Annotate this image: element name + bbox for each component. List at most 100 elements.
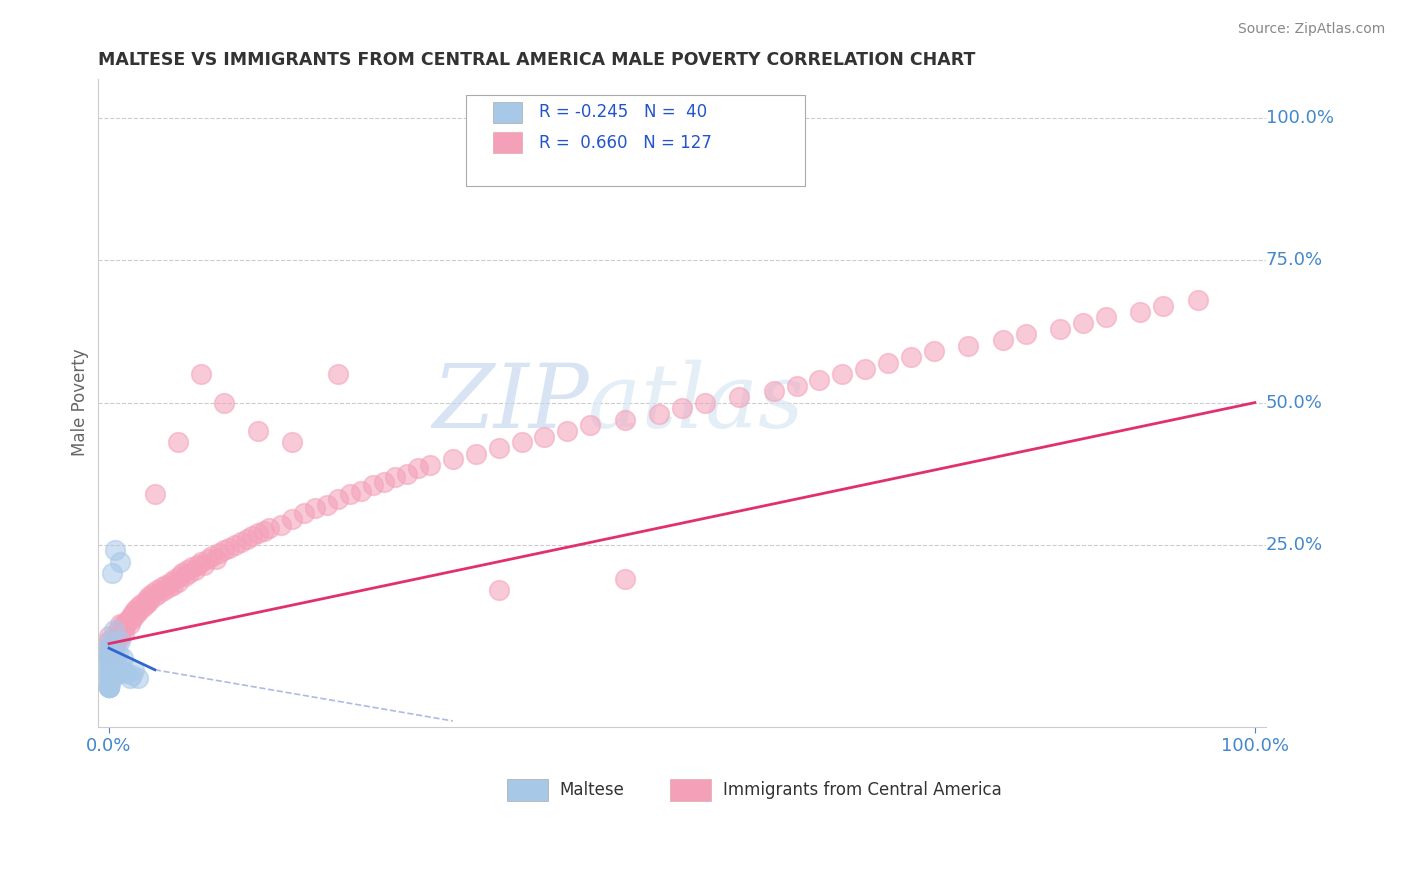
Text: MALTESE VS IMMIGRANTS FROM CENTRAL AMERICA MALE POVERTY CORRELATION CHART: MALTESE VS IMMIGRANTS FROM CENTRAL AMERI…: [97, 51, 974, 69]
FancyBboxPatch shape: [671, 779, 711, 801]
Point: [146, 583, 169, 598]
Point: [143, 589, 166, 603]
Point: [101, 640, 124, 654]
Text: 50.0%: 50.0%: [1265, 393, 1323, 411]
Point: [112, 625, 135, 640]
Point: [104, 629, 127, 643]
Point: [100, 646, 122, 660]
Point: [127, 671, 149, 685]
Point: [111, 623, 134, 637]
Point: [1129, 304, 1152, 318]
Point: [361, 478, 384, 492]
Point: [153, 583, 176, 598]
Point: [98, 654, 121, 668]
Point: [142, 586, 165, 600]
Point: [281, 512, 304, 526]
Point: [110, 555, 132, 569]
Point: [229, 535, 252, 549]
Point: [922, 344, 945, 359]
Point: [224, 538, 246, 552]
Point: [533, 430, 555, 444]
Point: [103, 668, 125, 682]
Point: [373, 475, 395, 490]
Point: [104, 651, 127, 665]
Point: [98, 640, 121, 654]
Point: [143, 486, 166, 500]
Text: R = -0.245   N =  40: R = -0.245 N = 40: [540, 103, 707, 121]
Point: [1015, 327, 1038, 342]
Point: [180, 560, 202, 574]
Point: [150, 580, 173, 594]
Text: 75.0%: 75.0%: [1265, 252, 1323, 269]
Point: [132, 600, 155, 615]
Point: [1187, 293, 1209, 308]
Point: [1152, 299, 1174, 313]
Point: [129, 598, 152, 612]
Point: [98, 634, 121, 648]
Point: [138, 589, 160, 603]
Point: [162, 577, 184, 591]
Point: [98, 671, 121, 685]
Point: [118, 671, 141, 685]
Point: [384, 469, 406, 483]
Point: [212, 543, 235, 558]
Point: [176, 563, 198, 577]
Point: [98, 674, 121, 689]
Text: atlas: atlas: [589, 359, 804, 446]
Point: [240, 529, 263, 543]
Point: [831, 367, 853, 381]
Point: [114, 620, 136, 634]
Point: [246, 526, 269, 541]
Point: [488, 583, 510, 598]
Point: [253, 524, 276, 538]
Point: [105, 657, 128, 672]
Point: [166, 574, 188, 589]
Point: [173, 569, 195, 583]
Point: [648, 407, 671, 421]
Point: [160, 574, 183, 589]
Point: [135, 591, 157, 606]
Point: [120, 608, 142, 623]
Point: [693, 395, 716, 409]
Point: [105, 629, 128, 643]
Point: [101, 671, 124, 685]
Point: [246, 424, 269, 438]
Point: [259, 521, 281, 535]
Point: [1095, 310, 1118, 325]
Point: [991, 333, 1014, 347]
Point: [1071, 316, 1094, 330]
Point: [579, 418, 602, 433]
Point: [108, 632, 131, 646]
Point: [98, 643, 121, 657]
Point: [187, 558, 209, 572]
Point: [111, 617, 134, 632]
Point: [204, 552, 226, 566]
Point: [315, 498, 337, 512]
Point: [98, 665, 121, 680]
Point: [304, 500, 326, 515]
Point: [139, 591, 162, 606]
Point: [488, 441, 510, 455]
Point: [98, 663, 121, 677]
Point: [104, 663, 127, 677]
Point: [98, 660, 121, 674]
Point: [148, 586, 170, 600]
Point: [197, 552, 219, 566]
Point: [957, 339, 980, 353]
Point: [121, 668, 143, 682]
Point: [613, 412, 636, 426]
Point: [1049, 322, 1071, 336]
Point: [134, 594, 156, 608]
Point: [108, 665, 131, 680]
Point: [853, 361, 876, 376]
Point: [118, 617, 141, 632]
FancyBboxPatch shape: [492, 132, 522, 153]
Text: Source: ZipAtlas.com: Source: ZipAtlas.com: [1237, 22, 1385, 37]
Point: [408, 461, 430, 475]
Point: [103, 623, 125, 637]
Point: [98, 640, 121, 654]
Point: [510, 435, 533, 450]
Point: [111, 651, 134, 665]
Point: [212, 395, 235, 409]
Point: [98, 634, 121, 648]
